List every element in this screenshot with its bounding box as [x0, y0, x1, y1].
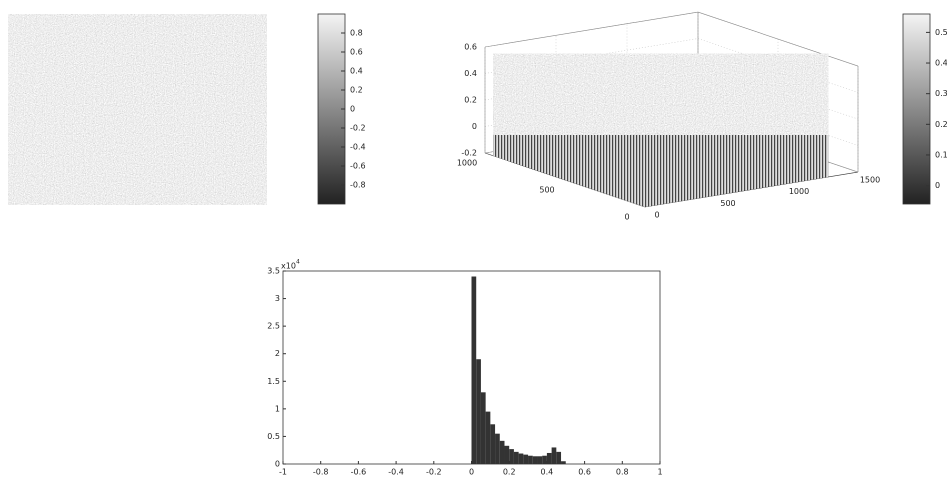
y-multiplier-exponent: 4 — [296, 259, 300, 266]
bar — [490, 424, 496, 464]
bar — [528, 455, 533, 464]
bar — [485, 411, 491, 464]
y-tick-label: 500 — [539, 186, 554, 195]
z-tick-label: 0.2 — [464, 96, 477, 105]
surface-side — [645, 104, 829, 207]
bar — [513, 451, 519, 464]
colorbar-tick-label: 0.1 — [935, 150, 947, 159]
y-tick-label: 1 — [275, 404, 280, 413]
z-tick-label: 0.4 — [464, 69, 477, 78]
colorbar-tick-label: 0.4 — [935, 59, 947, 68]
axis-edge — [697, 11, 859, 67]
colorbar-tick-label: 0.3 — [935, 89, 947, 98]
axis-edge — [484, 11, 699, 48]
y-tick-label: 0 — [275, 460, 280, 469]
x-tick-label: -0.8 — [313, 468, 329, 477]
bar — [537, 456, 543, 464]
colorbar-tick-label: 0.2 — [350, 86, 363, 95]
colorbar-tick-label: -0.6 — [350, 162, 366, 171]
x-tick-label: -0.2 — [426, 468, 442, 477]
colorbar-tick-label: 0 — [350, 105, 355, 114]
x-tick-label: -0.6 — [351, 468, 367, 477]
colorbar-tick-label: 0 — [935, 181, 940, 190]
z-tick-label: 0 — [472, 122, 477, 131]
noise-image — [8, 14, 267, 205]
bar — [504, 445, 510, 464]
x-tick-label: -1 — [279, 468, 287, 477]
bar — [532, 456, 538, 464]
colorbar-tick-label: 0.8 — [350, 29, 363, 38]
bar — [561, 461, 566, 464]
colorbar-tick-label: -0.8 — [350, 181, 366, 190]
bar — [523, 454, 529, 464]
bar — [495, 433, 500, 464]
bar — [551, 447, 557, 464]
bar — [542, 455, 547, 464]
z-tick-label: 0.6 — [464, 43, 477, 52]
x-tick-label: -0.4 — [388, 468, 404, 477]
colorbar-tick-label: 0.6 — [350, 48, 363, 57]
x-tick-label: 1 — [657, 468, 662, 477]
surface-side — [493, 83, 645, 207]
bar — [518, 453, 524, 464]
bar — [556, 451, 562, 464]
x-tick-label: 0.8 — [616, 468, 629, 477]
colorbar-tick-label: 0.4 — [350, 67, 363, 76]
x-tick-label: 1000 — [789, 187, 809, 196]
colorbar-tick-label: 0.5 — [935, 28, 947, 37]
bar — [471, 276, 477, 464]
bar — [546, 452, 552, 464]
y-tick-label: 1.5 — [267, 377, 280, 386]
x-tick-label: 500 — [720, 199, 735, 208]
bar — [499, 440, 505, 464]
bar — [476, 359, 481, 464]
x-tick-label: 0.4 — [541, 468, 554, 477]
bar — [509, 449, 514, 464]
z-tick-label: -0.2 — [461, 149, 477, 158]
surface-top — [493, 53, 829, 135]
y-tick-label: 1000 — [457, 159, 477, 168]
y-tick-label: 0 — [624, 213, 629, 222]
x-tick-label: 0 — [654, 211, 659, 220]
y-tick-label: 0.5 — [267, 432, 280, 441]
bar — [480, 392, 486, 464]
colorbar-tick-label: -0.4 — [350, 143, 366, 152]
x-tick-label: 0.6 — [578, 468, 591, 477]
x-tick-label: 1500 — [860, 176, 880, 185]
colorbar — [317, 13, 346, 205]
y-tick-label: 3.5 — [267, 267, 280, 276]
colorbar-tick-label: -0.2 — [350, 124, 366, 133]
y-tick-label: 3 — [275, 294, 280, 303]
colorbar-tick-label: 0.2 — [935, 120, 947, 129]
x-tick-label: 0.2 — [503, 468, 516, 477]
y-tick-label: 2 — [275, 349, 280, 358]
y-tick-label: 2.5 — [267, 322, 280, 331]
x-tick-label: 0 — [469, 468, 474, 477]
y-multiplier: x10 — [281, 262, 296, 271]
colorbar — [902, 13, 931, 205]
